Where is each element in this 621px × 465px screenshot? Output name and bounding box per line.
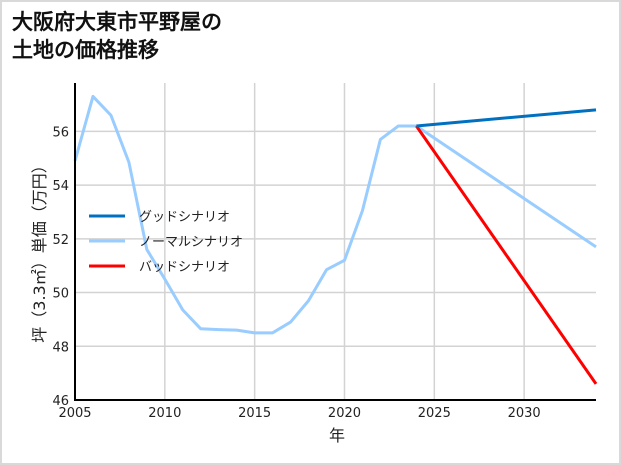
x-tick-label: 2030	[508, 406, 541, 421]
x-tick-label: 2025	[418, 406, 451, 421]
x-tick-label: 2015	[238, 406, 271, 421]
series-line	[415, 125, 598, 385]
grid-lines	[75, 83, 596, 400]
y-tick-label: 50	[52, 287, 69, 302]
x-tick-label: 2005	[58, 406, 91, 421]
tick-labels: 2005 2010 2015 2020 2025 2030 46 48 50 52 54 56	[52, 125, 540, 421]
series-line	[415, 124, 597, 249]
y-tick-label: 52	[52, 233, 69, 248]
x-tick-label: 2010	[148, 406, 181, 421]
legend-label: バッドシナリオ	[139, 260, 230, 275]
data-lines	[73, 94, 598, 385]
y-tick-label: 46	[52, 394, 69, 409]
x-axis-label: 年	[329, 426, 345, 445]
axes	[74, 83, 596, 401]
legend-label: ノーマルシナリオ	[139, 235, 243, 250]
y-tick-label: 48	[52, 340, 69, 355]
y-tick-label: 54	[52, 179, 69, 194]
historical-line	[73, 94, 417, 335]
x-tick-label: 2020	[328, 406, 361, 421]
legend-label: グッドシナリオ	[139, 210, 230, 225]
chart-title: 大阪府大東市平野屋の 土地の価格推移	[12, 10, 222, 62]
y-tick-label: 56	[52, 125, 69, 140]
y-axis-label: 坪（3.3㎡）単価（万円）	[30, 157, 49, 342]
series-line	[416, 108, 597, 128]
